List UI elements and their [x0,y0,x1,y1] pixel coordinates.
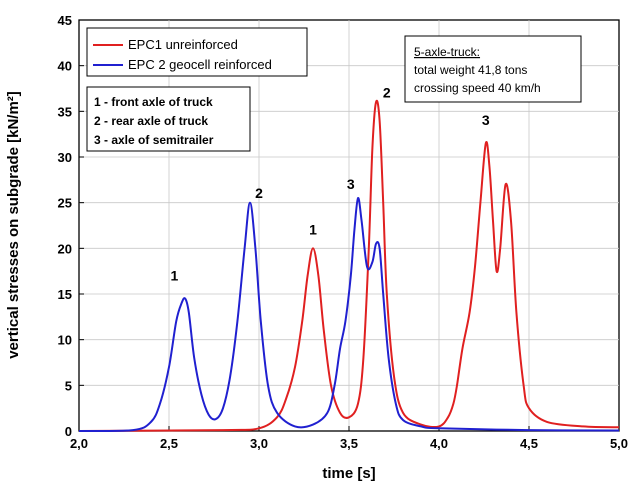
y-axis-title: vertical stresses on subgrade [kN/m²] [5,91,22,359]
peak-label: 2 [255,185,263,201]
x-axis-title: time [s] [322,465,375,482]
x-tick-label: 2,5 [160,436,178,451]
truck-info-box [404,35,582,103]
peak-label: 1 [171,267,179,283]
y-tick-label: 20 [58,241,72,256]
peak-label: 3 [482,112,490,128]
peak-label: 2 [383,85,391,101]
y-tick-label: 35 [58,104,72,119]
note-rear-axle: 2 - rear axle of truck [94,114,208,128]
legend-label-epc2: EPC 2 geocell reinforced [128,57,272,72]
note-front-axle: 1 - front axle of truck [94,95,213,109]
x-tick-label: 2,0 [70,436,88,451]
legend-label-epc1: EPC1 unreinforced [128,37,238,52]
note-semitrailer-axle: 3 - axle of semitrailer [94,133,214,147]
legend: EPC1 unreinforced EPC 2 geocell reinforc… [86,27,308,77]
y-tick-label: 30 [58,150,72,165]
truck-info-title: 5-axle-truck: [414,45,480,59]
y-tick-label: 25 [58,196,72,211]
peak-label: 3 [347,176,355,192]
y-tick-label: 5 [65,378,72,393]
x-tick-label: 3,5 [340,436,358,451]
truck-info-weight: total weight 41,8 tons [414,63,527,77]
x-tick-label: 4,5 [520,436,538,451]
series-layer [78,99,620,433]
series-line-epc2 [78,197,620,433]
axle-notes: 1 - front axle of truck 2 - rear axle of… [86,86,251,152]
y-tick-label: 0 [65,424,72,439]
truck-info: 5-axle-truck: total weight 41,8 tons cro… [404,35,582,103]
truck-info-speed: crossing speed 40 km/h [414,81,541,95]
legend-box [86,27,308,77]
axis-ticks: 2,0 2,5 3,0 3,5 4,0 4,5 5,0 0 5 10 15 20 25 30 35 40 45 [58,13,628,451]
y-tick-label: 40 [58,59,72,74]
peak-annotations: 1 2 1 3 2 3 [171,85,490,284]
y-tick-label: 45 [58,13,72,28]
x-tick-label: 3,0 [250,436,268,451]
axle-notes-box [86,86,251,152]
peak-label: 1 [309,222,317,238]
x-tick-label: 4,0 [430,436,448,451]
x-tick-label: 5,0 [610,436,628,451]
y-tick-label: 10 [58,333,72,348]
series-line-epc1 [78,99,620,432]
y-tick-label: 15 [58,287,72,302]
